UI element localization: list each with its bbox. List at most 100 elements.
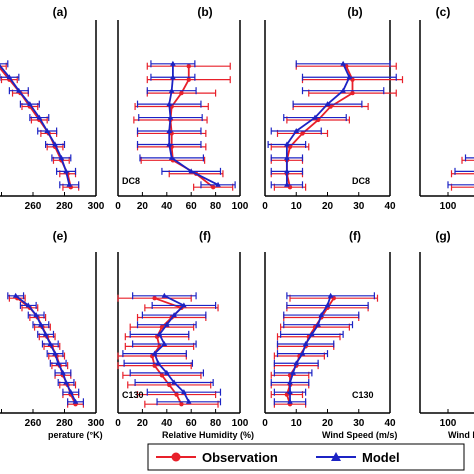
panel-label: (a) <box>53 5 68 19</box>
data-point <box>340 60 346 66</box>
x-tick-label: 280 <box>56 418 73 429</box>
data-point <box>55 360 61 366</box>
series-line <box>169 66 214 188</box>
panel-c: 0 10 20 30 40 (b) DC8 <box>262 5 404 212</box>
data-point <box>152 363 157 368</box>
data-point <box>287 389 293 395</box>
series-line <box>16 297 77 405</box>
data-point <box>312 114 318 120</box>
x-tick-label: 0 <box>262 418 268 429</box>
data-point <box>156 331 163 337</box>
data-point <box>16 87 22 93</box>
x-tick-label: 260 <box>25 201 42 212</box>
series-model <box>7 292 85 406</box>
data-point <box>168 87 175 93</box>
data-point <box>324 302 331 308</box>
panel-e: 260 280 300 (e) perature (°K) <box>0 229 105 440</box>
data-point <box>6 74 13 80</box>
series-line <box>0 66 72 188</box>
data-point <box>161 340 168 346</box>
panel-label: (c) <box>436 5 451 19</box>
x-tick-label: 100 <box>232 201 249 212</box>
data-point <box>52 141 58 147</box>
series-line <box>285 65 354 188</box>
x-tick-label: 40 <box>161 201 173 212</box>
series-line <box>153 294 190 403</box>
series-model <box>270 292 375 406</box>
x-tick-label: 60 <box>186 201 198 212</box>
x-tick-label: 0 <box>115 418 121 429</box>
data-point <box>159 373 165 378</box>
data-point <box>171 312 177 318</box>
data-point <box>52 350 58 356</box>
data-point <box>179 90 184 96</box>
x-tick-label: 300 <box>88 201 105 212</box>
data-point <box>171 379 177 385</box>
series-line <box>168 63 219 186</box>
series-line <box>0 64 71 186</box>
data-point <box>181 302 187 308</box>
data-point <box>164 369 170 375</box>
data-point <box>346 74 353 80</box>
x-tick-label: 10 <box>291 201 303 212</box>
data-point <box>0 63 2 66</box>
data-point <box>299 350 306 356</box>
panel-g: 0 10 20 30 40 (f) C130 Wind Speed (m/s) <box>262 229 397 440</box>
data-point <box>186 63 191 69</box>
data-point <box>27 101 33 107</box>
data-point <box>63 168 69 174</box>
x-tick-label: 100 <box>232 418 249 429</box>
data-point <box>185 398 192 404</box>
data-point <box>293 128 300 134</box>
panel-caption: DC8 <box>122 176 140 186</box>
series-model <box>122 292 222 406</box>
data-point <box>284 168 290 174</box>
data-point <box>188 168 194 174</box>
data-point <box>324 101 331 107</box>
x-tick-label: 30 <box>353 418 365 429</box>
x-tick-label: 20 <box>322 418 334 429</box>
x-tick-label: 260 <box>25 418 42 429</box>
data-point <box>302 340 309 346</box>
data-point <box>318 312 325 318</box>
data-point <box>161 292 168 298</box>
data-point <box>63 379 69 385</box>
data-point <box>327 292 334 298</box>
data-point <box>300 131 305 136</box>
data-point <box>309 331 315 337</box>
data-point <box>287 379 293 385</box>
panel-caption: DC8 <box>352 176 370 186</box>
data-point <box>33 312 39 318</box>
data-point <box>167 382 172 388</box>
data-point <box>284 141 290 147</box>
x-tick-label: 30 <box>353 201 365 212</box>
data-point <box>284 154 290 160</box>
series-model <box>267 60 397 189</box>
data-point <box>72 398 79 404</box>
x-tick-label: 100 <box>440 418 457 429</box>
data-point <box>170 60 176 66</box>
legend-box <box>147 443 465 471</box>
x-tick-label: 40 <box>384 418 396 429</box>
data-point <box>290 369 296 375</box>
data-point <box>181 389 187 395</box>
data-point <box>166 128 173 134</box>
series-line <box>285 297 335 405</box>
panel-a: 260 280 300 (a) <box>0 5 105 212</box>
data-point <box>215 181 221 187</box>
x-tick-label: 10 <box>291 418 303 429</box>
series-model <box>0 60 80 189</box>
legend-observation-marker <box>171 452 181 462</box>
panel-label: (b) <box>347 5 362 19</box>
data-point <box>167 114 174 120</box>
data-point <box>25 302 32 308</box>
panel-b: 0 20 40 60 80 100 (b) DC8 <box>115 5 249 212</box>
data-point <box>350 90 355 96</box>
data-point <box>340 87 346 93</box>
data-point <box>168 154 175 160</box>
data-point <box>12 292 19 298</box>
panel-label: (g) <box>435 229 450 243</box>
legend: Observation Model <box>147 443 465 471</box>
